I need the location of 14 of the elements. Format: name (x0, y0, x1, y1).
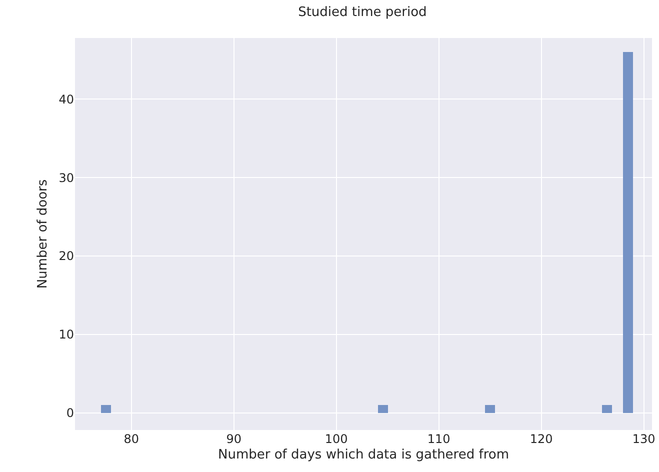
x-tick-label: 80 (124, 432, 140, 446)
y-tick-label: 40 (58, 92, 74, 106)
chart-title: Studied time period (298, 5, 427, 20)
y-tick-label: 0 (66, 406, 74, 420)
y-axis-title: Number of doors (36, 179, 51, 289)
y-tick-label: 30 (58, 170, 74, 185)
x-tick-label: 100 (324, 432, 348, 446)
x-axis-title: Number of days which data is gathered from (218, 448, 510, 463)
x-tick-label: 120 (530, 432, 553, 446)
y-tick-label: 10 (58, 328, 74, 342)
x-tick-label: 90 (226, 432, 242, 446)
x-tick-label: 110 (427, 432, 450, 446)
y-tick-label: 20 (58, 249, 74, 264)
x-tick-label: 130 (632, 432, 656, 446)
